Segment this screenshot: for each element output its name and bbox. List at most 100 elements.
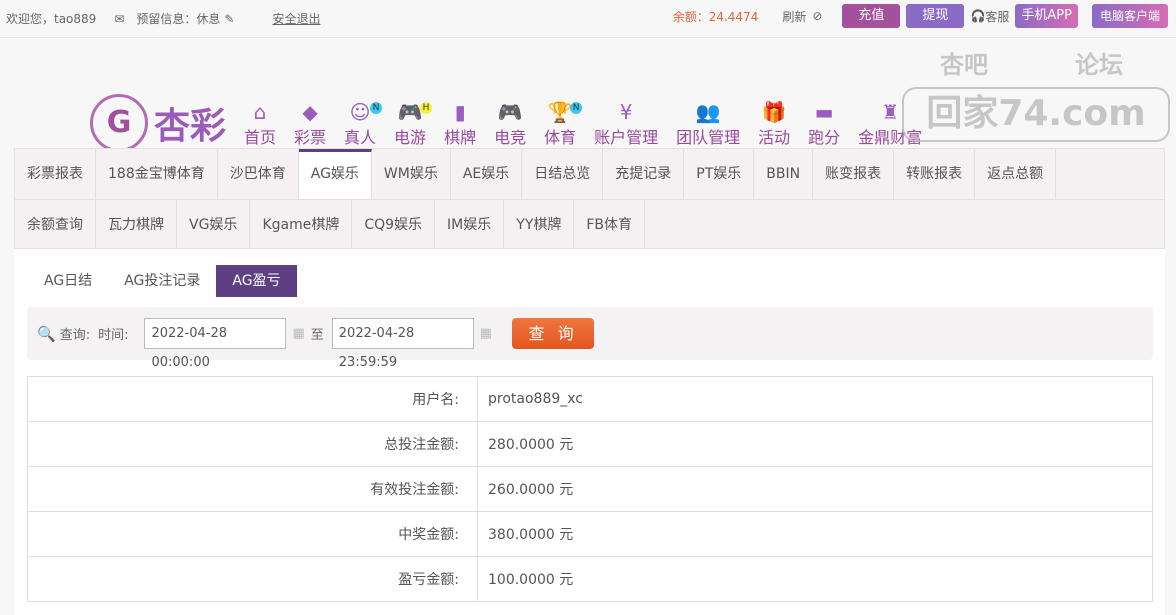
time-label: 时间: (98, 328, 129, 343)
table-row: 总投注金额: 280.0000 元 (27, 421, 1153, 467)
nav-label: 账户管理 (594, 128, 659, 147)
to-label: 至 (310, 328, 324, 343)
tab[interactable]: 沙巴体育 (218, 149, 299, 199)
woman-icon: ☺ (349, 100, 371, 124)
nav-label: 电竞 (494, 128, 527, 147)
table-row: 中奖金额: 380.0000 元 (27, 511, 1153, 557)
table-row: 用户名: protao889_xc (27, 376, 1153, 422)
tab[interactable]: AE娱乐 (451, 149, 523, 199)
nav-label: 跑分 (808, 128, 841, 147)
badge: N (370, 102, 383, 114)
tab[interactable]: 转账报表 (894, 149, 976, 199)
top-bar: 欢迎您，tao889 ✉ 预留信息：休息 ✎ 安全退出 余额：24.4474 刷… (0, 0, 1176, 38)
yen-icon: ¥ (619, 100, 633, 124)
tab[interactable]: FB体育 (574, 200, 646, 249)
tab[interactable]: BBIN (754, 149, 814, 199)
nav-item[interactable]: 🏆 N 体育 (544, 100, 583, 148)
watermark: 杏吧 论坛 回家74.com (900, 45, 1172, 145)
field-value: 260.0000 元 (477, 466, 1153, 512)
nav-label: 真人 (344, 128, 377, 147)
team-icon: 👥 (695, 100, 721, 124)
tab[interactable]: 充提记录 (603, 149, 685, 199)
tab[interactable]: 返点总额 (975, 149, 1057, 199)
tab[interactable]: 188金宝博体育 (96, 149, 218, 199)
logo-emblem: G (90, 94, 148, 152)
edit-icon[interactable]: ✎ (224, 11, 235, 26)
watermark-text: 论坛 (1075, 51, 1123, 79)
field-label: 用户名: (27, 376, 478, 422)
calendar-icon[interactable]: ▦ (479, 326, 493, 341)
service-link[interactable]: 客服 (985, 9, 1010, 24)
tab[interactable]: 账变报表 (813, 149, 895, 199)
field-label: 中奖金额: (27, 511, 478, 557)
nav-item[interactable]: ◆ 彩票 (294, 100, 326, 148)
end-time-input[interactable]: 2022-04-28 23:59:59 (331, 318, 474, 370)
trophy-icon: 🏆 (547, 100, 573, 124)
field-label: 盈亏金额: (27, 556, 478, 602)
pc-client-button[interactable]: 电脑客户端 (1091, 4, 1168, 28)
run-icon: ▬ (814, 100, 834, 124)
tab[interactable]: VG娱乐 (177, 200, 251, 249)
search-icon: 🔍 (37, 324, 56, 343)
ticket-icon: ◆ (302, 100, 318, 124)
balance: 余额：24.4474 (672, 9, 759, 24)
logout-link[interactable]: 安全退出 (272, 12, 321, 26)
field-value: 280.0000 元 (477, 421, 1153, 467)
search-bar: 🔍 查询: 时间: 2022-04-28 00:00:00 ▦ 至 2022-0… (27, 307, 1153, 370)
subtab[interactable]: AG日结 (44, 273, 93, 289)
nav-item[interactable]: ☺ N 真人 (344, 100, 383, 148)
eye-off-icon[interactable]: ⊘ (812, 9, 823, 23)
home-icon: ⌂ (253, 100, 267, 124)
nav-item[interactable]: 🎁 活动 (758, 100, 790, 148)
nav-item[interactable]: ▬ 跑分 (808, 100, 840, 148)
cards-icon: ▮ (454, 100, 466, 124)
start-time-input[interactable]: 2022-04-28 00:00:00 (144, 318, 287, 370)
chair-icon: ♜ (881, 100, 900, 124)
tab[interactable]: 余额查询 (15, 200, 96, 249)
badge: H (420, 102, 433, 114)
nav-item[interactable]: ⌂ 首页 (244, 100, 276, 148)
field-label: 总投注金额: (27, 421, 478, 467)
query-button[interactable]: 查 询 (512, 318, 595, 349)
tab[interactable]: 日结总览 (522, 149, 604, 199)
report-tabs: 彩票报表 188金宝博体育 沙巴体育 AG娱乐 WM娱乐 AE娱乐 日结总览 充提记录 PT娱乐… (14, 148, 1165, 249)
nav-label: 活动 (758, 128, 791, 147)
subtab[interactable]: AG盈亏 (216, 265, 297, 297)
tab[interactable]: YY棋牌 (504, 200, 575, 249)
badge: N (570, 102, 583, 114)
nav-item[interactable]: 🎮 电竞 (494, 100, 526, 148)
nav-label: 体育 (544, 128, 577, 147)
gift-icon: 🎁 (761, 100, 787, 124)
tab[interactable]: 瓦力棋牌 (96, 200, 177, 249)
nav-item[interactable]: ¥ 账户管理 (594, 100, 658, 148)
table-row: 有效投注金额: 260.0000 元 (27, 466, 1153, 512)
tab[interactable]: PT娱乐 (684, 149, 755, 199)
logo-text: 杏彩 (154, 106, 227, 147)
field-label: 有效投注金额: (27, 466, 478, 512)
tab[interactable]: AG娱乐 (298, 149, 372, 199)
tab[interactable]: 彩票报表 (15, 149, 96, 199)
mobile-app-button[interactable]: 手机APP (1015, 4, 1078, 28)
tab[interactable]: CQ9娱乐 (352, 200, 436, 249)
tab[interactable]: Kgame棋牌 (250, 200, 353, 249)
nav-label: 团队管理 (676, 128, 741, 147)
main-nav: G 杏彩 ⌂ 首页 ◆ 彩票 ☺ N 真人 🎮 H 电游 ▮ 棋牌 🎮 电竞 🏆 N 体育 ¥ 账户管理 👥 团队管理 🎁… (0, 38, 1176, 152)
tab[interactable]: IM娱乐 (435, 200, 505, 249)
nav-item[interactable]: ▮ 棋牌 (444, 100, 476, 148)
mail-icon[interactable]: ✉ (114, 11, 125, 26)
withdraw-button[interactable]: 提现 (906, 4, 965, 28)
subtab[interactable]: AG投注记录 (124, 273, 201, 289)
calendar-icon[interactable]: ▦ (292, 326, 305, 341)
table-row: 盈亏金额: 100.0000 元 (27, 556, 1153, 602)
tab[interactable]: WM娱乐 (372, 149, 451, 199)
deposit-button[interactable]: 充值 (842, 4, 901, 28)
logo[interactable]: G 杏彩 (90, 94, 226, 152)
nav-label: 首页 (244, 128, 277, 147)
refresh-link[interactable]: 刷新 (782, 9, 807, 24)
nav-item[interactable]: 🎮 H 电游 (394, 100, 433, 148)
nav-item[interactable]: 👥 团队管理 (676, 100, 740, 148)
field-value: 380.0000 元 (477, 511, 1153, 557)
welcome-text: 欢迎您，tao889 (6, 12, 97, 26)
nav-label: 棋牌 (444, 128, 477, 147)
result-table: 用户名: protao889_xc 总投注金额: 280.0000 元有效投注金额: 2… (27, 376, 1153, 602)
